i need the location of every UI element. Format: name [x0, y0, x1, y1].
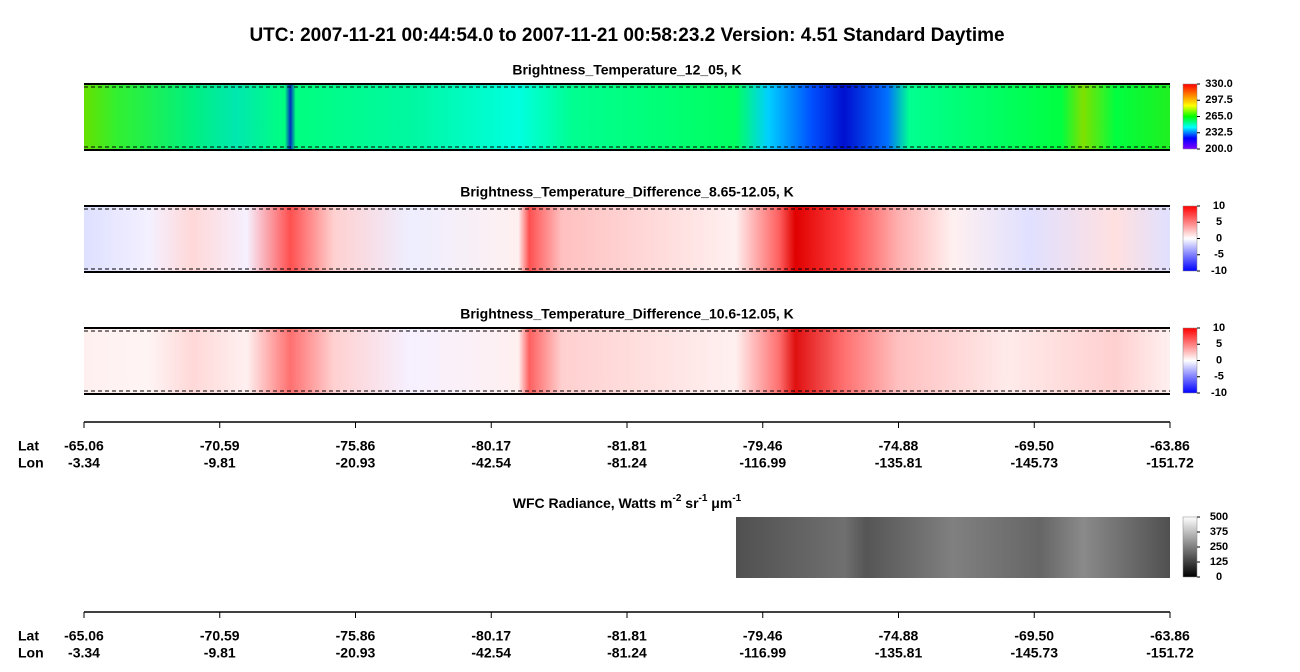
- lon-tick-label: -42.54: [471, 645, 511, 661]
- lon-axis-label: Lon: [18, 645, 44, 661]
- lon-tick-label: -9.81: [204, 645, 236, 661]
- lon-tick-label: -145.73: [1011, 645, 1059, 661]
- panel-title: Brightness_Temperature_Difference_8.65-1…: [460, 184, 794, 200]
- lat-tick-label: -81.81: [607, 628, 647, 644]
- lat-tick-label: -74.88: [879, 438, 919, 454]
- lon-tick-label: -145.73: [1011, 455, 1059, 471]
- lat-tick-label: -65.06: [64, 628, 104, 644]
- colorbar-tick-label: 265.0: [1205, 110, 1233, 122]
- colorbar-tick-label: 125: [1210, 556, 1228, 568]
- colorbar: [1182, 83, 1198, 150]
- colorbar-tick-label: 250: [1210, 541, 1228, 553]
- title-part: -1: [732, 493, 741, 504]
- lat-tick-label: -70.59: [200, 438, 240, 454]
- lon-tick-label: -20.93: [336, 455, 376, 471]
- lat-tick-label: -69.50: [1014, 438, 1054, 454]
- colorbar-tick-label: -10: [1211, 265, 1227, 277]
- lon-tick-label: -151.72: [1146, 645, 1194, 661]
- title-part: μm: [707, 495, 732, 511]
- heatmap-image: [84, 206, 1170, 272]
- title-part: sr: [681, 495, 699, 511]
- colorbar-tick-label: 330.0: [1205, 78, 1233, 90]
- lat-tick-label: -79.46: [743, 438, 783, 454]
- lat-tick-label: -63.86: [1150, 628, 1190, 644]
- lon-tick-label: -9.81: [204, 455, 236, 471]
- colorbar-tick-label: 10: [1213, 322, 1225, 334]
- page-title: UTC: 2007-11-21 00:44:54.0 to 2007-11-21…: [249, 25, 1004, 46]
- colorbar-tick-label: 0: [1216, 354, 1222, 366]
- colorbar-tick-label: 5: [1216, 216, 1222, 228]
- panel-title: Brightness_Temperature_12_05, K: [512, 62, 741, 78]
- lon-tick-label: -116.99: [739, 645, 786, 661]
- lon-tick-label: -20.93: [336, 645, 376, 661]
- lat-tick-label: -79.46: [743, 628, 783, 644]
- colorbar-tick-label: 5: [1216, 338, 1222, 350]
- panel-title: WFC Radiance, Watts m-2 sr-1 μm-1: [513, 493, 742, 511]
- title-part: WFC Radiance, Watts m: [513, 495, 673, 511]
- lat-axis-label: Lat: [18, 628, 39, 644]
- lat-tick-label: -63.86: [1150, 438, 1190, 454]
- colorbar: [1182, 516, 1198, 578]
- colorbar-tick-label: 10: [1213, 200, 1225, 212]
- lat-tick-label: -69.50: [1014, 628, 1054, 644]
- lat-tick-label: -75.86: [336, 628, 376, 644]
- lat-tick-label: -80.17: [471, 438, 511, 454]
- colorbar-tick-label: 0: [1216, 571, 1222, 583]
- title-part: -2: [672, 493, 681, 504]
- lon-tick-label: -81.24: [607, 455, 647, 471]
- lon-tick-label: -135.81: [875, 645, 923, 661]
- lat-tick-label: -74.88: [879, 628, 919, 644]
- lon-tick-label: -151.72: [1146, 455, 1194, 471]
- lon-tick-label: -3.34: [68, 455, 100, 471]
- colorbar: [1182, 327, 1198, 394]
- colorbar-tick-label: 375: [1210, 526, 1228, 538]
- colorbar-tick-label: -5: [1214, 249, 1224, 261]
- lat-axis-label: Lat: [18, 438, 39, 454]
- lon-tick-label: -116.99: [739, 455, 786, 471]
- lon-tick-label: -81.24: [607, 645, 647, 661]
- colorbar-tick-label: 0: [1216, 232, 1222, 244]
- colorbar: [1182, 205, 1198, 272]
- lon-tick-label: -42.54: [471, 455, 511, 471]
- heatmap-image: [736, 517, 1170, 578]
- lat-tick-label: -75.86: [336, 438, 376, 454]
- heatmap-image: [84, 84, 1170, 150]
- lat-tick-label: -81.81: [607, 438, 647, 454]
- colorbar-tick-label: -5: [1214, 371, 1224, 383]
- heatmap-image: [84, 328, 1170, 394]
- colorbar-tick-label: -10: [1211, 387, 1227, 399]
- colorbar-tick-label: 232.5: [1205, 127, 1233, 139]
- lon-tick-label: -3.34: [68, 645, 100, 661]
- colorbar-tick-label: 200.0: [1205, 143, 1233, 155]
- lon-axis-label: Lon: [18, 455, 44, 471]
- title-part: -1: [699, 493, 708, 504]
- lat-tick-label: -80.17: [471, 628, 511, 644]
- colorbar-tick-label: 297.5: [1205, 94, 1233, 106]
- lon-tick-label: -135.81: [875, 455, 923, 471]
- lat-tick-label: -65.06: [64, 438, 104, 454]
- panel-title: Brightness_Temperature_Difference_10.6-1…: [460, 306, 794, 322]
- lat-tick-label: -70.59: [200, 628, 240, 644]
- colorbar-tick-label: 500: [1210, 511, 1228, 523]
